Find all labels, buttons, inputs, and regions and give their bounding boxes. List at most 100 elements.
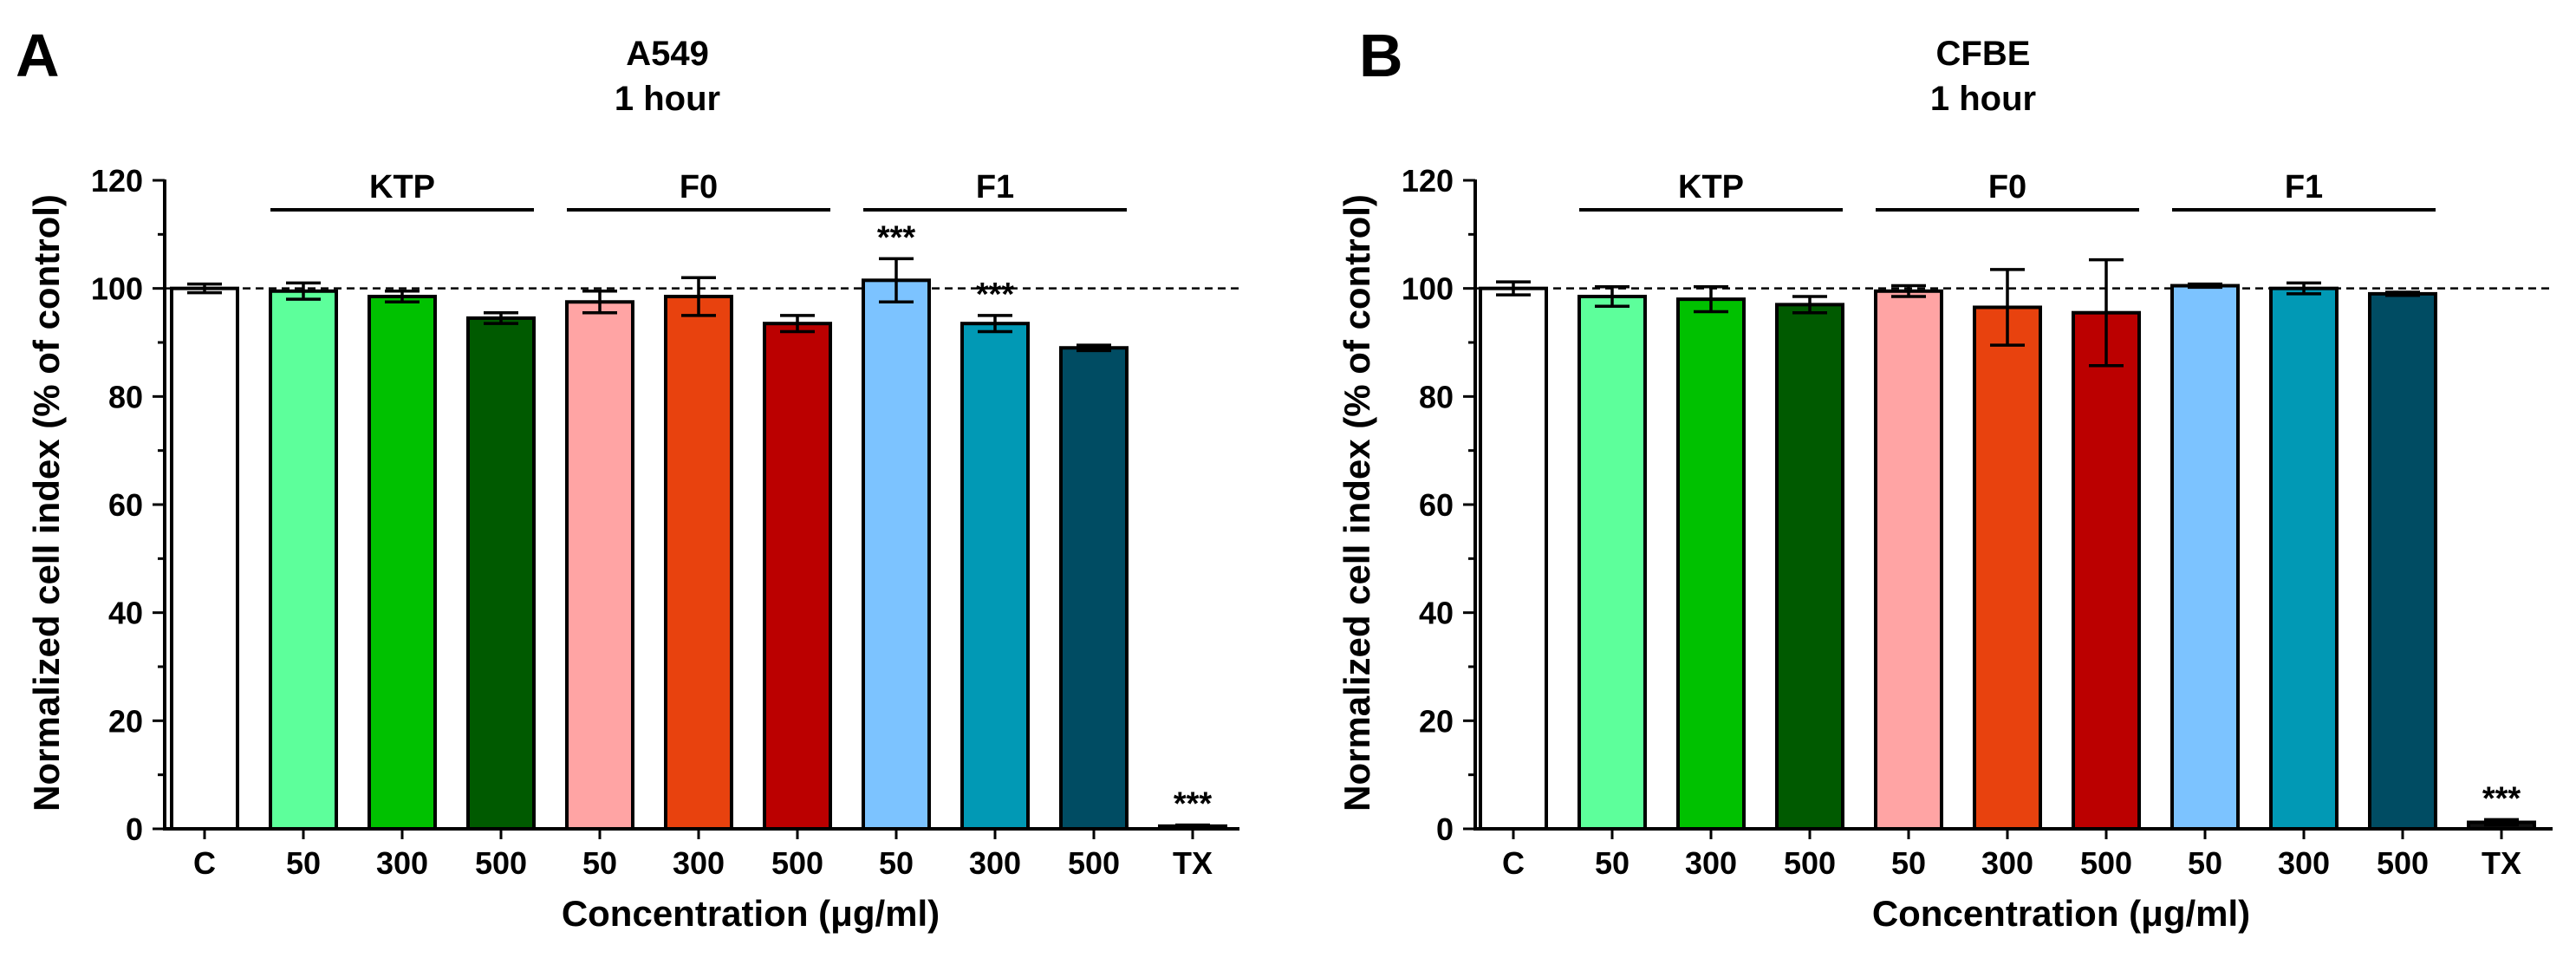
panel-a-letter: A <box>16 22 60 89</box>
panel-b-xtick-label-7: 50 <box>2188 845 2222 881</box>
panel-b-ytick-label: 80 <box>1419 379 1454 414</box>
panel-a-bar-6 <box>763 322 832 831</box>
panel-a-bar-4 <box>565 300 634 831</box>
panel-b-ytick-label: 100 <box>1402 271 1454 307</box>
panel-a-ytick-label: 60 <box>108 487 143 523</box>
panel-a-xtick-label-5: 300 <box>673 845 725 881</box>
panel-b-error-bar-9 <box>2385 290 2420 297</box>
panel-b-error-bar-2 <box>1694 285 1728 314</box>
panel-b-bar-7 <box>2170 283 2240 831</box>
panel-b-error-bar-1 <box>1595 285 1630 308</box>
panel-a-group-label-2: F1 <box>976 169 1014 205</box>
panel-b-ytick-label: 120 <box>1402 163 1454 199</box>
panel-b-error-bar-7 <box>2188 282 2222 290</box>
panel-a-ytick-label: 0 <box>126 811 143 847</box>
panel-b-xtick-label-4: 50 <box>1891 845 1926 881</box>
panel-b-title: CFBE <box>1936 35 2031 73</box>
panel-b-bar-3 <box>1775 303 1844 831</box>
panel-a-error-bar-4 <box>582 290 617 315</box>
panel-b-error-bar-6 <box>2089 257 2124 368</box>
panel-b-xtick-label-3: 500 <box>1784 845 1836 881</box>
panel-b-subtitle: 1 hour <box>1930 80 2036 118</box>
panel-a-error-bar-9 <box>1077 343 1111 353</box>
panel-b-xtick-label-5: 300 <box>1981 845 2033 881</box>
panel-a-ytick-label: 100 <box>91 271 143 307</box>
panel-a-xtick-label-7: 50 <box>879 845 914 881</box>
panel-b-xtick-label-10: TX <box>2482 845 2521 881</box>
panel-b-plot: 0 20 40 60 80 100 120 C 50 300 500 50 300 500 50 300 500… <box>1402 163 2553 881</box>
panel-a-title: A549 <box>626 35 709 73</box>
panel-b-xlabel: Concentration (μg/ml) <box>1872 893 2250 934</box>
panel-a-error-bar-0 <box>187 282 222 295</box>
panel-a-ytick-label: 120 <box>91 163 143 199</box>
panel-a-significance-8: *** <box>976 277 1015 313</box>
panel-b: B CFBE 1 hour Normalized cell index (% o… <box>1337 22 2553 934</box>
panel-b-group-label-0: KTP <box>1678 169 1744 205</box>
panel-a-subtitle: 1 hour <box>615 80 720 118</box>
panel-b-error-bar-4 <box>1891 283 1926 298</box>
panel-a-error-bar-3 <box>484 310 518 325</box>
panel-b-group-label-2: F1 <box>2285 169 2323 205</box>
panel-a-xtick-label-4: 50 <box>582 845 617 881</box>
panel-b-ylabel: Normalized cell index (% of control) <box>1337 194 1377 811</box>
panel-a-group-label-1: F0 <box>680 169 718 205</box>
panel-a-bar-5 <box>664 295 733 831</box>
panel-a: A A549 1 hour Normalized cell index (% o… <box>16 22 1239 934</box>
panel-b-bar-8 <box>2269 286 2339 831</box>
panel-a-xtick-label-6: 500 <box>771 845 823 881</box>
panel-b-ytick-label: 0 <box>1436 811 1454 847</box>
panel-b-bar-6 <box>2072 310 2141 831</box>
panel-a-group-label-0: KTP <box>369 169 435 205</box>
panel-a-ytick-label: 80 <box>108 379 143 414</box>
panel-b-xtick-label-1: 50 <box>1595 845 1630 881</box>
panel-b-error-bar-8 <box>2287 281 2321 296</box>
panel-b-error-bar-3 <box>1792 295 1827 315</box>
panel-a-significance-7: *** <box>877 219 916 256</box>
panel-b-bar-4 <box>1874 289 1943 831</box>
panel-b-ytick-label: 40 <box>1419 596 1454 631</box>
panel-a-significance-10: *** <box>1174 786 1213 823</box>
panel-a-error-bar-7 <box>879 257 914 303</box>
panel-b-error-bar-10 <box>2484 818 2519 827</box>
panel-a-bar-2 <box>368 295 437 831</box>
panel-b-bar-9 <box>2368 291 2437 831</box>
panel-b-ytick-label: 20 <box>1419 703 1454 739</box>
panel-a-ytick-label: 40 <box>108 596 143 631</box>
panel-b-bar-5 <box>1973 305 2042 831</box>
panel-a-xtick-label-0: C <box>193 845 216 881</box>
panel-a-xtick-label-3: 500 <box>475 845 527 881</box>
panel-a-xtick-label-2: 300 <box>376 845 428 881</box>
panel-b-xtick-label-2: 300 <box>1685 845 1737 881</box>
panel-b-bar-1 <box>1577 295 1647 831</box>
panel-b-bar-2 <box>1676 297 1746 831</box>
panel-b-bar-0 <box>1479 286 1548 831</box>
panel-a-bar-9 <box>1059 346 1129 831</box>
panel-a-xtick-label-1: 50 <box>286 845 321 881</box>
panel-b-xtick-label-6: 500 <box>2080 845 2132 881</box>
panel-a-ylabel: Normalized cell index (% of control) <box>26 194 67 811</box>
panel-a-error-bar-10 <box>1175 823 1210 829</box>
panel-a-xlabel: Concentration (μg/ml) <box>562 893 940 934</box>
panel-a-error-bar-8 <box>978 314 1012 334</box>
panel-b-ytick-label: 60 <box>1419 487 1454 523</box>
panel-b-xtick-label-8: 300 <box>2278 845 2330 881</box>
panel-a-xtick-label-10: TX <box>1173 845 1213 881</box>
panel-a-plot: 0 20 40 60 80 100 120 C 50 300 500 50 300 500 50 *** 300… <box>91 163 1239 881</box>
panel-b-significance-10: *** <box>2482 780 2521 817</box>
panel-a-bar-1 <box>269 289 338 831</box>
panel-a-bar-0 <box>170 286 239 831</box>
panel-b-letter: B <box>1359 22 1403 89</box>
panel-b-error-bar-5 <box>1990 268 2025 347</box>
panel-a-ytick-label: 20 <box>108 703 143 739</box>
panel-a-error-bar-2 <box>385 290 420 303</box>
panel-b-xtick-label-0: C <box>1502 845 1525 881</box>
panel-b-xtick-label-9: 500 <box>2377 845 2429 881</box>
panel-b-group-label-1: F0 <box>1988 169 2026 205</box>
panel-b-error-bar-0 <box>1496 280 1531 297</box>
panel-a-bar-3 <box>466 316 536 831</box>
panel-a-xtick-label-8: 300 <box>969 845 1021 881</box>
panel-a-error-bar-5 <box>681 276 716 317</box>
panel-a-xtick-label-9: 500 <box>1068 845 1120 881</box>
panel-a-bar-8 <box>960 322 1030 831</box>
